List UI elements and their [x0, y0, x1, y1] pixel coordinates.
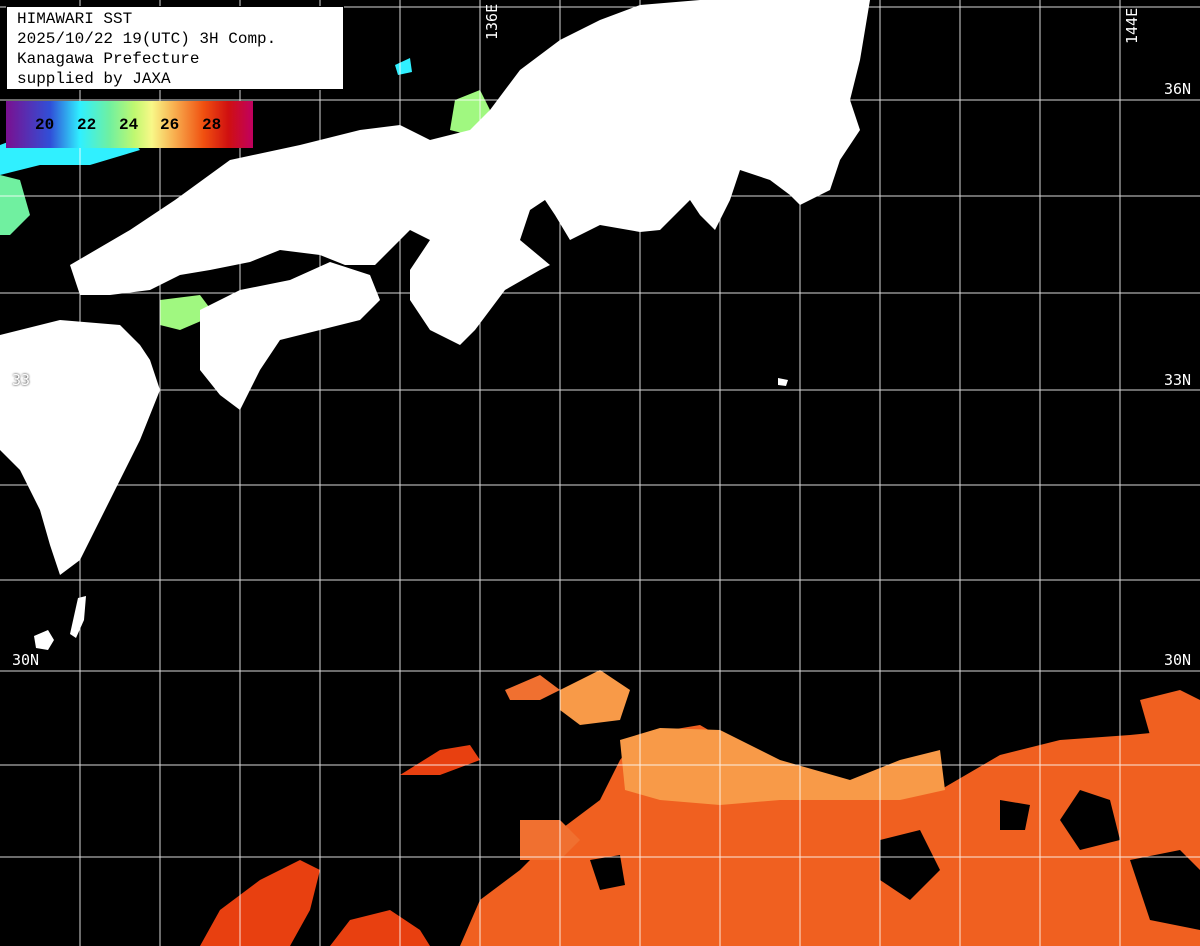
- legend-tick: 22: [77, 115, 97, 134]
- legend-tick: 20: [35, 115, 55, 134]
- region-name: Kanagawa Prefecture: [17, 50, 200, 68]
- cloud-gap: [1060, 790, 1120, 850]
- lat-label-33-left: 33: [12, 371, 31, 389]
- sst-region-patch: [200, 860, 320, 946]
- land-island: [778, 378, 788, 386]
- land-island: [34, 630, 54, 650]
- sst-cool-patch: [395, 58, 412, 75]
- land-honshu: [70, 0, 870, 345]
- cloud-gap: [1130, 850, 1200, 930]
- land-shikoku: [200, 262, 380, 410]
- sst-region-patch: [520, 820, 580, 860]
- land: [0, 0, 870, 650]
- cloud-gap: [880, 830, 940, 900]
- lon-label-136e: 136E: [483, 3, 501, 40]
- sst-cool-patch: [0, 175, 30, 235]
- sst-region-patch: [505, 675, 560, 700]
- lat-label-36n: 36N: [1164, 80, 1192, 98]
- temperature-colorbar: 20 22 24 26 28: [6, 101, 253, 148]
- sst-region-patch: [1140, 690, 1200, 740]
- cloud-gap: [590, 855, 625, 890]
- cloud-gap: [1000, 800, 1030, 830]
- sst-field: [0, 58, 1200, 946]
- sst-region-patch: [400, 745, 480, 775]
- lat-label-33n: 33N: [1164, 371, 1192, 389]
- legend-tick: 24: [119, 115, 139, 134]
- observation-datetime: 2025/10/22 19(UTC) 3H Comp.: [17, 30, 277, 48]
- land-island: [70, 596, 86, 638]
- info-box: HIMAWARI SST 2025/10/22 19(UTC) 3H Comp.…: [6, 6, 344, 90]
- sst-cool-patch: [160, 295, 215, 330]
- legend-tick: 28: [202, 115, 222, 134]
- lat-label-30n-right: 30N: [1164, 651, 1192, 669]
- land-island: [485, 150, 500, 185]
- sst-region-patch: [560, 670, 630, 725]
- lon-label-144e: 144E: [1123, 7, 1141, 44]
- sst-region-patch: [330, 910, 430, 946]
- legend-tick: 26: [160, 115, 180, 134]
- sst-region-warm-light: [620, 728, 945, 805]
- lat-label-30n-left: 30N: [12, 651, 40, 669]
- data-credit: supplied by JAXA: [17, 70, 171, 88]
- product-title: HIMAWARI SST: [17, 10, 133, 28]
